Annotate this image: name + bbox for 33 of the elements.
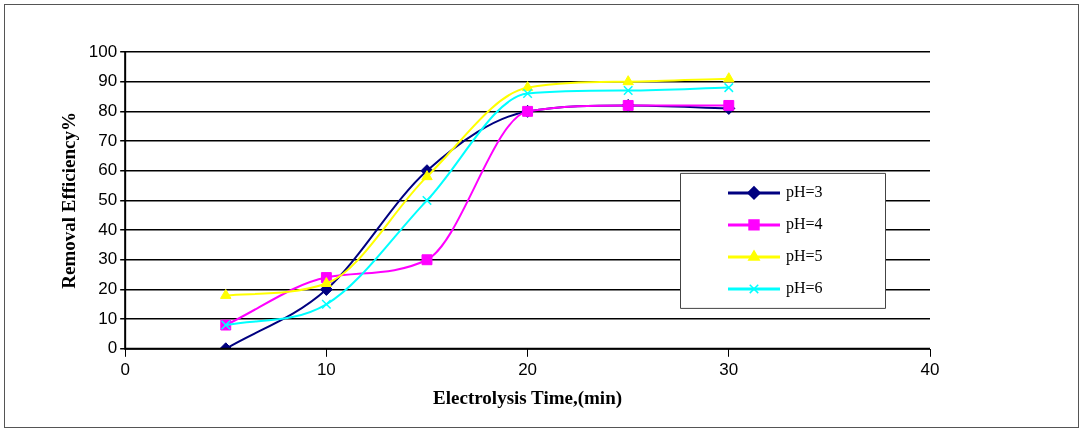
point	[522, 88, 533, 99]
y-tick-label: 40	[98, 219, 118, 239]
legend-label: pH=3	[786, 183, 823, 202]
point	[320, 277, 333, 287]
legend-label: pH=6	[786, 279, 823, 298]
point	[723, 99, 735, 111]
point	[220, 288, 232, 299]
point	[321, 299, 332, 310]
point	[623, 85, 634, 96]
y-tick-label: 70	[98, 130, 118, 150]
x-tick-label: 20	[518, 359, 538, 379]
x-tick-label: 30	[719, 359, 739, 379]
y-tick-label: 20	[98, 279, 118, 299]
y-tick-label: 30	[98, 249, 118, 269]
x-axis-title: Electrolysis Time,(min)	[433, 386, 623, 409]
y-axis-title: Removal Efficiency%	[58, 112, 80, 289]
point	[421, 170, 433, 181]
point	[421, 195, 432, 206]
legend-label: pH=5	[786, 247, 823, 266]
point	[421, 254, 433, 266]
point	[723, 72, 735, 83]
x-tick-label: 10	[316, 359, 336, 379]
point	[723, 82, 734, 93]
point	[622, 75, 634, 86]
y-tick-label: 10	[98, 308, 118, 328]
x-tick-label: 40	[920, 359, 940, 379]
legend-label: pH=4	[786, 215, 823, 234]
y-tick-label: 50	[98, 190, 118, 210]
y-tick-label: 0	[107, 338, 118, 358]
y-tick-label: 60	[98, 160, 118, 180]
y-tick-label: 90	[98, 71, 118, 91]
y-tick-label: 80	[98, 101, 118, 121]
y-tick-label: 100	[88, 41, 118, 61]
